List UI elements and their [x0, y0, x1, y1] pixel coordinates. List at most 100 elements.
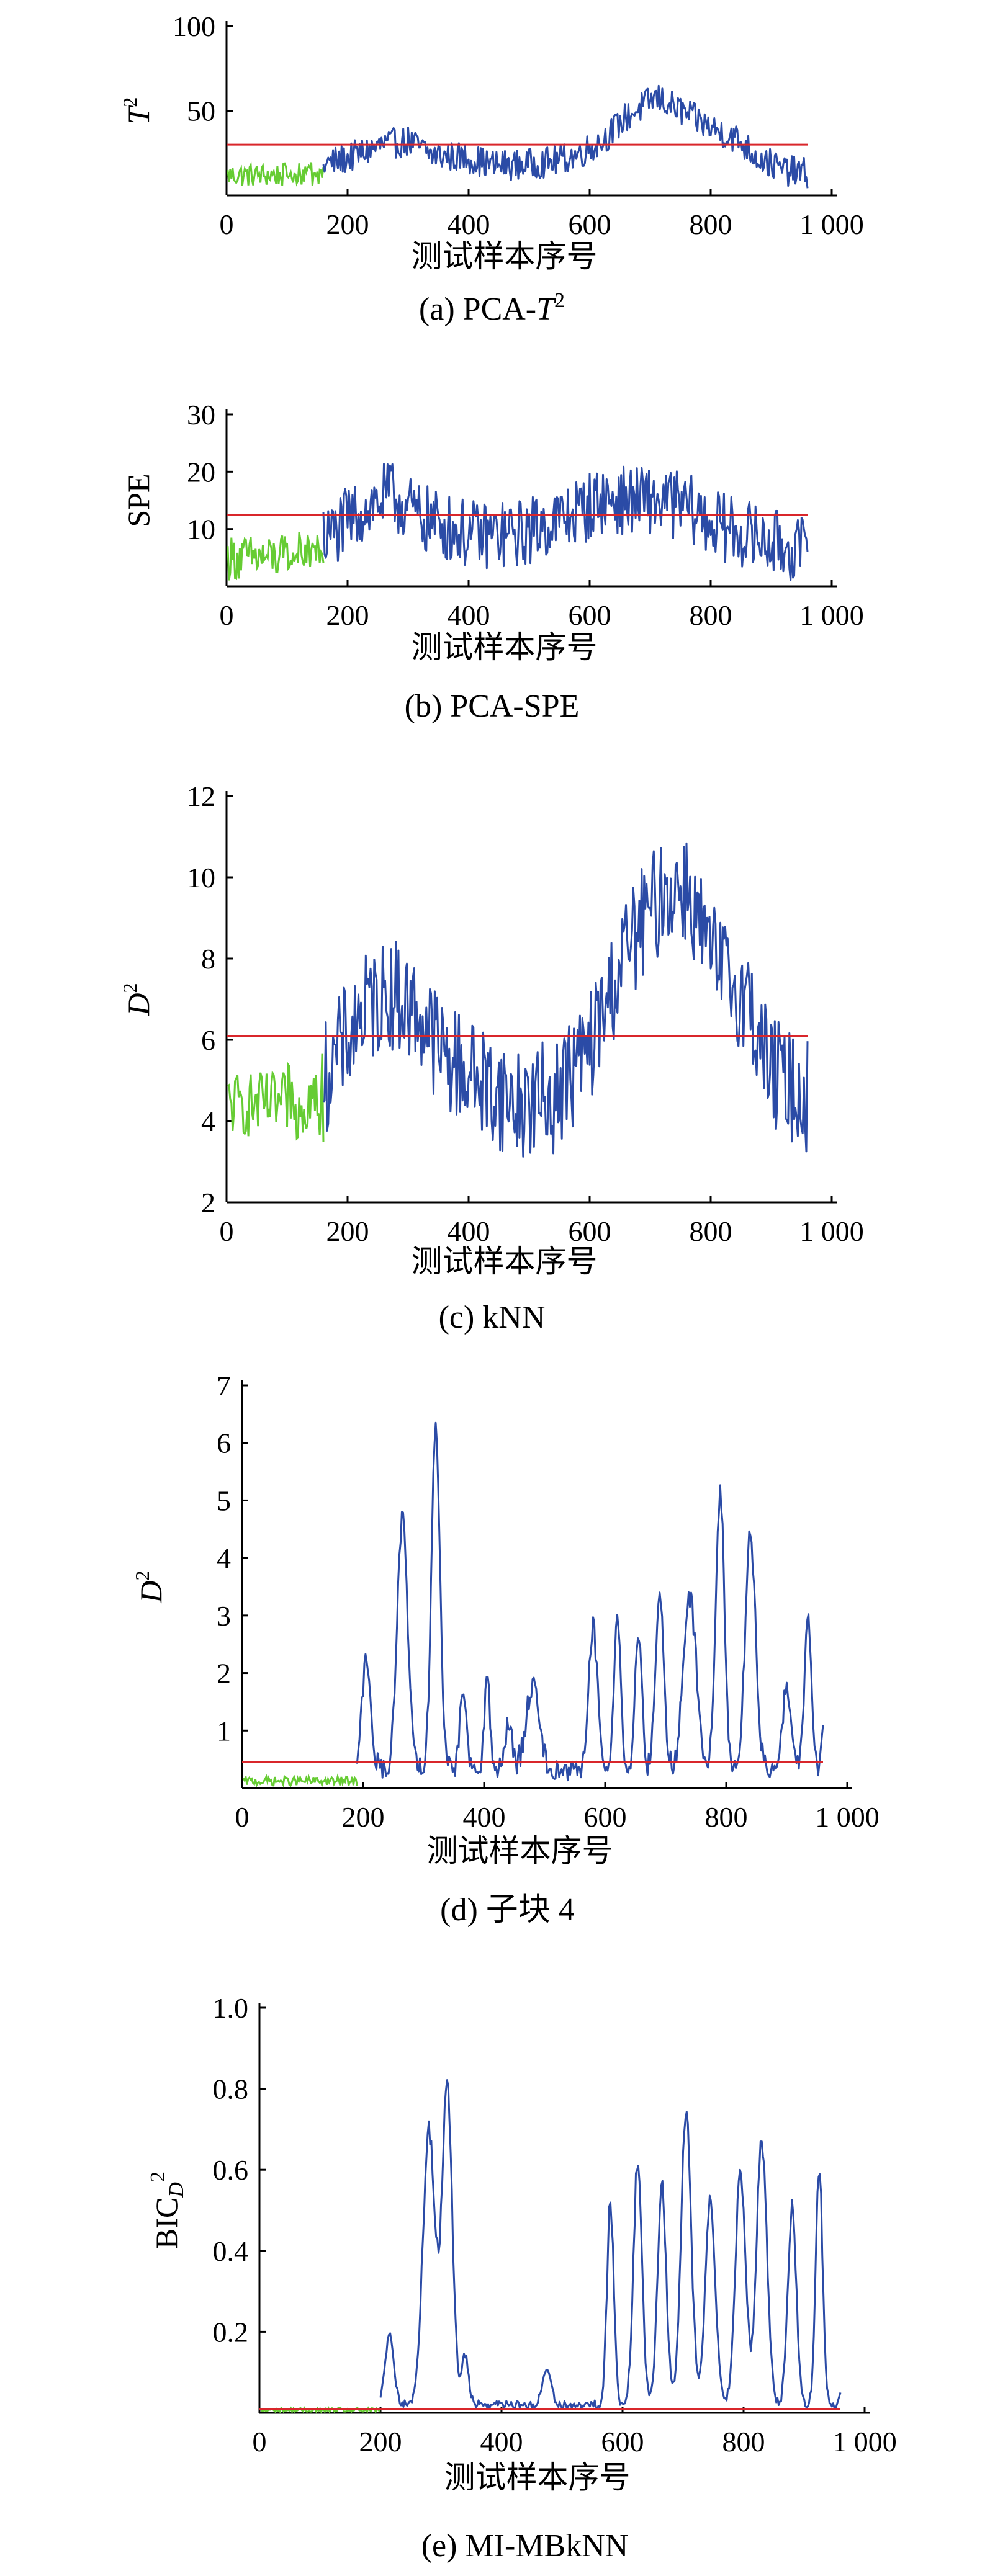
chart-caption: (a) PCA-T2: [419, 289, 565, 327]
x-tick-label: 1 000: [799, 1215, 864, 1247]
caption-prefix: (e) MI-MBkNN: [421, 2528, 629, 2564]
y-tick-label: 20: [187, 456, 215, 488]
x-tick-label: 400: [448, 1215, 490, 1247]
x-tick-label: 400: [480, 2426, 523, 2457]
y-axis-label: BICD2: [146, 2171, 188, 2249]
y-tick-label: 8: [201, 943, 215, 975]
caption-prefix: (a) PCA-: [419, 292, 536, 327]
chart-e: 0 200 400 600 800 1 000 0.2 0.4 0.6 0.8 1.0 BICD2 测试…: [146, 1992, 897, 2564]
x-tick-label: 400: [448, 599, 490, 631]
x-tick-label: 400: [448, 208, 490, 240]
y-axis-label: SPE: [121, 473, 156, 527]
x-tick-label: 200: [326, 599, 369, 631]
normal-series-line: [259, 2405, 381, 2414]
fault-series-line: [322, 463, 809, 581]
fault-series-line: [379, 2079, 842, 2410]
y-tick-label: 0.2: [213, 2316, 249, 2348]
caption-prefix: (b) PCA-SPE: [405, 689, 580, 724]
y-axis-label-main: D: [121, 993, 156, 1016]
y-tick-label: 5: [217, 1485, 231, 1516]
x-tick-label: 200: [342, 1801, 385, 1833]
x-tick-label: 1 000: [799, 599, 864, 631]
x-axis-label: 测试样本序号: [412, 629, 598, 665]
x-axis-label: 测试样本序号: [444, 2459, 631, 2495]
x-axis-label: 测试样本序号: [427, 1833, 613, 1869]
y-tick-label: 50: [187, 96, 215, 127]
y-tick-label: 0.4: [213, 2235, 249, 2267]
x-tick-label: 800: [722, 2426, 765, 2457]
y-axis-label-sub: D: [165, 2182, 188, 2198]
x-tick-label: 1 000: [815, 1801, 880, 1833]
y-axis-label: D2: [119, 983, 156, 1016]
caption-prefix: (c) kNN: [439, 1300, 546, 1335]
fault-series-line: [322, 842, 809, 1158]
y-axis-label-main: T: [121, 105, 156, 124]
y-tick-label: 2: [201, 1187, 215, 1219]
x-tick-label: 200: [359, 2426, 402, 2457]
y-axis-label-sup: 2: [119, 983, 141, 993]
y-tick-label: 30: [187, 399, 215, 431]
y-axis-label-main: SPE: [121, 473, 156, 527]
x-tick-label: 600: [584, 1801, 627, 1833]
y-tick-label: 6: [217, 1428, 231, 1459]
chart-caption: (e) MI-MBkNN: [421, 2528, 629, 2564]
y-tick-label: 10: [187, 514, 215, 545]
y-tick-label: 1.0: [213, 1992, 249, 2024]
y-tick-label: 7: [217, 1370, 231, 1402]
y-axis-label-sup: 2: [131, 1570, 153, 1580]
x-tick-label: 0: [220, 208, 234, 240]
y-tick-label: 3: [217, 1600, 231, 1632]
x-tick-label: 600: [569, 599, 611, 631]
y-axis-label-sup: 2: [119, 97, 141, 107]
x-axis-label: 测试样本序号: [412, 238, 598, 274]
x-tick-label: 600: [569, 1215, 611, 1247]
x-tick-label: 400: [463, 1801, 506, 1833]
y-tick-label: 0.6: [213, 2154, 249, 2186]
x-tick-label: 800: [690, 599, 732, 631]
x-axis-label: 测试样本序号: [412, 1243, 598, 1279]
x-tick-label: 0: [253, 2426, 267, 2457]
caption-var: T: [536, 292, 556, 327]
y-tick-label: 2: [217, 1658, 231, 1689]
y-axis-label-main: BIC: [149, 2198, 184, 2249]
chart-caption: (d) 子块 4: [440, 1892, 575, 1928]
y-tick-label: 6: [201, 1024, 215, 1056]
normal-series-line: [227, 532, 325, 581]
x-tick-label: 1 000: [799, 208, 864, 240]
chart-b: 0 200 400 600 800 1 000 10 20 30 SPE 测试样本序号 (b) PCA…: [121, 399, 864, 724]
chart-caption: (b) PCA-SPE: [405, 689, 580, 724]
y-axis-label: D2: [131, 1570, 168, 1603]
y-tick-label: 12: [187, 780, 215, 812]
normal-series-line: [227, 161, 325, 187]
x-tick-label: 0: [220, 1215, 234, 1247]
y-tick-label: 100: [173, 11, 215, 42]
x-tick-label: 800: [690, 1215, 732, 1247]
fault-series-line: [322, 84, 809, 189]
x-tick-label: 600: [569, 208, 611, 240]
normal-series-line: [227, 1053, 325, 1143]
y-tick-label: 4: [201, 1106, 215, 1137]
x-tick-label: 0: [220, 599, 234, 631]
x-tick-label: 800: [690, 208, 732, 240]
x-tick-label: 800: [705, 1801, 748, 1833]
y-tick-label: 4: [217, 1542, 231, 1574]
y-axis-label-sup: 2: [146, 2171, 169, 2182]
caption-sup: 2: [554, 289, 565, 312]
y-axis-label-main: D: [133, 1580, 168, 1603]
chart-caption: (c) kNN: [439, 1300, 546, 1335]
x-tick-label: 1 000: [832, 2426, 897, 2457]
caption-prefix: (d) 子块 4: [440, 1892, 575, 1928]
y-tick-label: 10: [187, 862, 215, 893]
y-tick-label: 1: [217, 1715, 231, 1746]
x-tick-label: 200: [326, 1215, 369, 1247]
x-tick-label: 600: [601, 2426, 644, 2457]
x-tick-label: 0: [235, 1801, 250, 1833]
x-tick-label: 200: [326, 208, 369, 240]
y-tick-label: 0.8: [213, 2073, 249, 2105]
y-axis-label: T2: [119, 97, 156, 125]
normal-series-line: [242, 1773, 358, 1788]
